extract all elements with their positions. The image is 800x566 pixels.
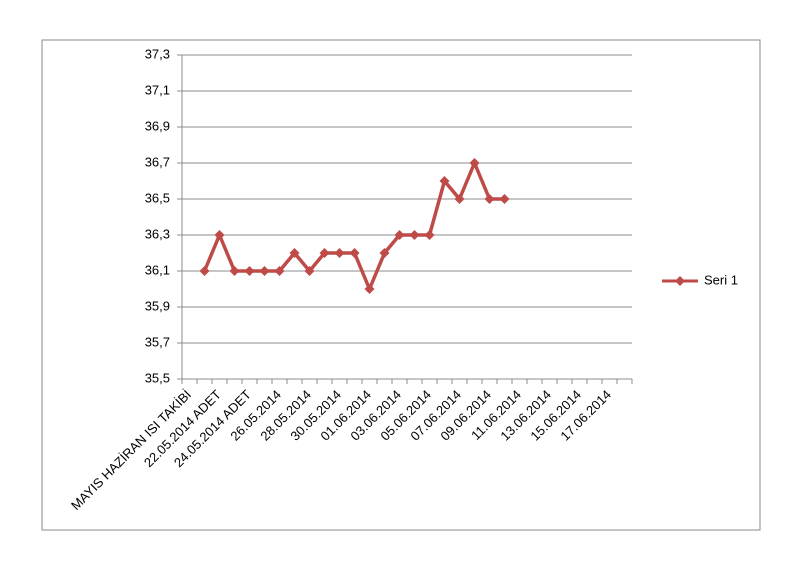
legend-marker: [675, 276, 685, 286]
y-tick-label: 37,1: [145, 82, 170, 97]
marker: [199, 266, 210, 276]
marker: [334, 248, 345, 258]
marker: [409, 230, 420, 240]
marker: [229, 266, 240, 276]
marker: [469, 158, 480, 168]
marker: [439, 176, 450, 186]
marker: [259, 266, 270, 276]
y-tick-label: 35,7: [145, 334, 170, 349]
y-tick-label: 36,5: [145, 190, 170, 205]
y-tick-label: 35,5: [145, 370, 170, 385]
marker: [319, 248, 330, 258]
marker: [244, 266, 255, 276]
marker: [289, 248, 300, 258]
marker: [364, 284, 375, 294]
marker: [274, 266, 285, 276]
marker: [484, 194, 495, 204]
y-tick-label: 35,9: [145, 298, 170, 313]
y-tick-label: 36,7: [145, 154, 170, 169]
marker: [379, 248, 390, 258]
marker: [214, 230, 225, 240]
marker: [454, 194, 465, 204]
y-tick-label: 37,3: [145, 46, 170, 61]
y-tick-label: 36,9: [145, 118, 170, 133]
legend-label: Seri 1: [704, 272, 738, 287]
marker: [304, 266, 315, 276]
y-tick-label: 36,3: [145, 226, 170, 241]
chart-border: [41, 39, 761, 531]
y-tick-label: 36,1: [145, 262, 170, 277]
marker: [394, 230, 405, 240]
marker: [349, 248, 360, 258]
marker: [499, 194, 510, 204]
marker: [424, 230, 435, 240]
